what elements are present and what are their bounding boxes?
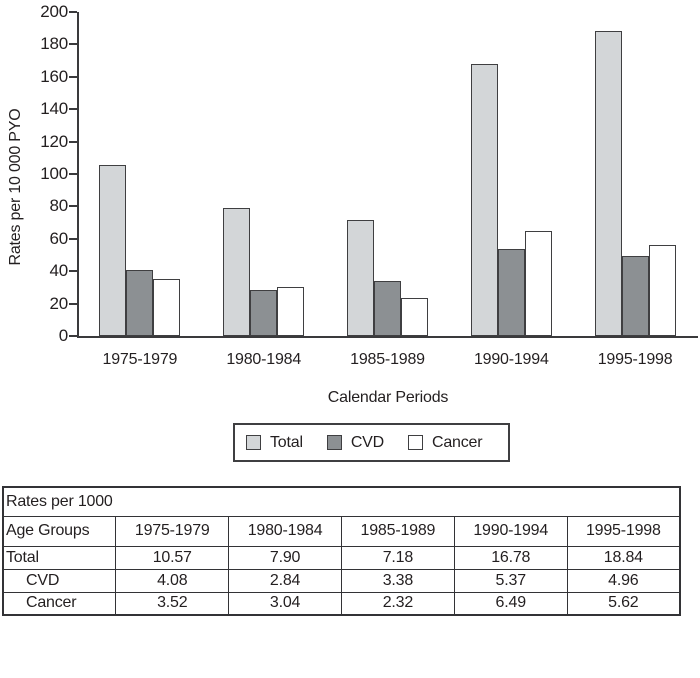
table-row-label: Cancer: [2, 591, 117, 616]
y-axis-tick-label: 160: [40, 66, 68, 86]
x-axis-title: Calendar Periods: [327, 389, 449, 406]
bar-cvd-1995-1998: [621, 255, 649, 336]
bar-cancer-1990-1994: [524, 230, 552, 336]
y-axis-tick-label: 0: [58, 326, 68, 345]
table-value-cell: 7.90: [228, 545, 342, 570]
legend-item-cvd: CVD: [326, 433, 384, 452]
bar-cvd-1990-1994: [497, 249, 525, 336]
y-axis-tick-label: 180: [40, 34, 68, 54]
table-value-cell: 16.78: [453, 545, 568, 570]
table-row-cvd: CVD 4.08 2.84 3.38 5.37 4.96: [2, 568, 681, 593]
y-axis-tick: [69, 140, 77, 143]
table-value-cell: 5.62: [566, 591, 681, 616]
chart-legend: Total CVD Cancer: [233, 423, 510, 462]
bar-total-1985-1989: [347, 219, 374, 336]
legend-item-total: Total: [246, 434, 303, 452]
legend-swatch-total: [246, 435, 261, 450]
legend-swatch-cancer: [408, 435, 423, 450]
table-value-cell: 4.08: [115, 568, 230, 593]
table-header-row: Age Groups 1975-1979 1980-1984 1985-1989 199…: [2, 515, 681, 547]
table-value-cell: 3.52: [115, 591, 230, 616]
table-row-label: Total: [2, 545, 117, 570]
bar-cancer-1975-1979: [153, 278, 181, 336]
y-axis-tick-label: 140: [40, 99, 68, 119]
y-axis-tick-label: 80: [49, 196, 68, 216]
bar-total-1975-1979: [99, 164, 127, 336]
table-value-cell: 5.37: [453, 568, 568, 593]
y-axis-tick-label: 60: [49, 228, 68, 248]
bar-cancer-1995-1998: [648, 244, 676, 336]
y-axis-tick-label: 100: [40, 164, 68, 183]
table-header-cell: 1995-1998: [566, 515, 681, 547]
legend-swatch-cvd: [326, 435, 342, 450]
bar-total-1980-1984: [223, 208, 251, 336]
table-value-cell: 2.32: [340, 591, 455, 616]
x-axis-tick-label: 1995-1998: [597, 351, 673, 368]
y-axis-tick: [69, 335, 77, 337]
table-header-cell: 1980-1984: [228, 515, 342, 547]
bar-total-1995-1998: [594, 30, 622, 336]
y-axis-tick: [69, 108, 77, 111]
y-axis-tick: [69, 75, 77, 78]
table-header-label: Age Groups: [2, 515, 117, 547]
legend-label: Total: [270, 433, 303, 451]
x-axis-tick-label: 1980-1984: [226, 351, 302, 368]
bar-total-1990-1994: [470, 64, 498, 336]
bar-cvd-1980-1984: [250, 289, 278, 336]
table-row-cancer: Cancer 3.52 3.04 2.32 6.49 5.62: [2, 591, 681, 616]
y-axis-tick: [69, 173, 77, 175]
table-value-cell: 10.57: [115, 545, 230, 570]
y-axis-tick-label: 120: [40, 131, 68, 151]
y-axis-tick: [69, 302, 77, 305]
y-axis-tick: [69, 237, 77, 240]
legend-label: CVD: [350, 433, 384, 451]
table-value-cell: 6.49: [453, 591, 568, 616]
y-axis-tick-label: 40: [49, 261, 68, 281]
y-axis-tick: [69, 43, 77, 46]
legend-label: Cancer: [432, 433, 483, 451]
y-axis-tick: [69, 270, 77, 273]
y-axis-tick: [69, 11, 77, 13]
bar-cancer-1980-1984: [277, 286, 305, 336]
table-value-cell: 18.84: [566, 545, 681, 570]
table-value-cell: 2.84: [228, 568, 342, 593]
table-header-cell: 1985-1989: [340, 515, 455, 547]
x-axis-line: [77, 336, 698, 338]
y-axis-line: [77, 12, 79, 338]
y-axis-tick: [69, 205, 77, 208]
bar-chart-plot-area: Rates per 10 000 PYO 0 20 40 60 80 100 120 140 1…: [7, 2, 698, 368]
table-value-cell: 7.18: [340, 545, 455, 570]
table-header-cell: 1975-1979: [115, 515, 230, 547]
x-axis-tick-label: 1990-1994: [473, 351, 549, 368]
y-axis-tick-label: 200: [40, 2, 68, 21]
table-row-label: CVD: [2, 568, 117, 593]
y-axis-tick-label: 20: [49, 293, 68, 313]
bar-cvd-1975-1979: [126, 269, 154, 336]
table-title-row: Rates per 1000: [2, 486, 681, 517]
rates-table: Rates per 1000 Age Groups 1975-1979 1980-19…: [2, 486, 681, 616]
table-row-total: Total 10.57 7.90 7.18 16.78 18.84: [2, 545, 681, 570]
table-value-cell: 4.96: [566, 568, 681, 593]
table-title-cell: Rates per 1000: [2, 486, 681, 517]
bar-cvd-1985-1989: [374, 281, 401, 336]
table-header-cell: 1990-1994: [453, 515, 568, 547]
x-axis-tick-label: 1975-1979: [102, 351, 178, 368]
table-value-cell: 3.04: [228, 591, 342, 616]
x-axis-tick-label: 1985-1989: [350, 351, 425, 368]
bar-cancer-1985-1989: [401, 298, 428, 336]
legend-item-cancer: Cancer: [408, 433, 483, 452]
table-value-cell: 3.38: [340, 568, 455, 593]
